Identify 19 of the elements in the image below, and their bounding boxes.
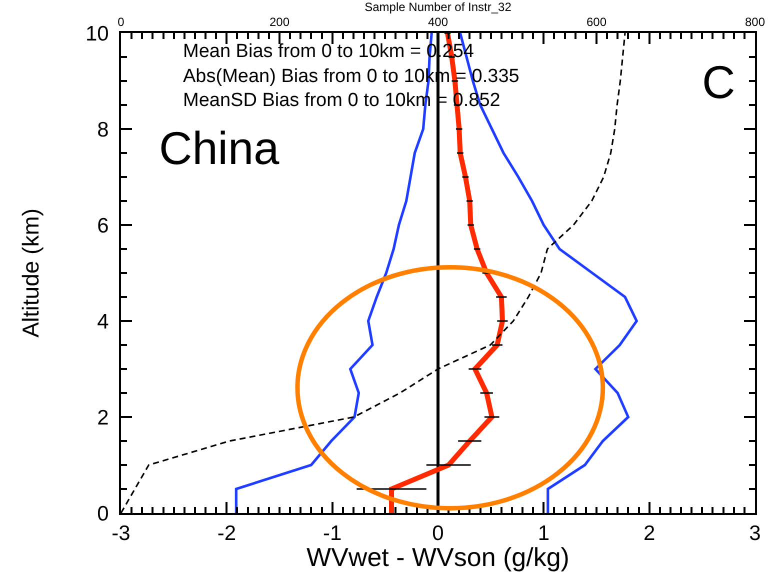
y-tick-label: 10 [85, 22, 109, 46]
y-tick-label: 8 [97, 118, 109, 142]
x2-tick-label: 800 [744, 15, 766, 30]
annotation: China [159, 122, 280, 174]
x2-tick-label: 200 [269, 15, 290, 30]
y-tick-label: 0 [97, 502, 109, 526]
x-tick-label: -2 [217, 522, 236, 546]
x2-axis-title: Sample Number of Instr_32 [364, 0, 512, 14]
annotation: C [702, 56, 736, 108]
x2-tick-label: 400 [428, 15, 448, 30]
x-tick-label: -3 [112, 522, 130, 546]
y-axis-title: Altitude (km) [17, 208, 44, 338]
y-tick-label: 4 [97, 310, 110, 334]
x2-tick-label: 0 [118, 15, 125, 30]
y-tick-label: 6 [97, 214, 109, 238]
x-tick-label: 2 [643, 522, 656, 546]
x2-tick-label: 600 [586, 15, 607, 30]
y-tick-label: 2 [97, 406, 109, 430]
x-tick-label: 3 [749, 522, 761, 546]
